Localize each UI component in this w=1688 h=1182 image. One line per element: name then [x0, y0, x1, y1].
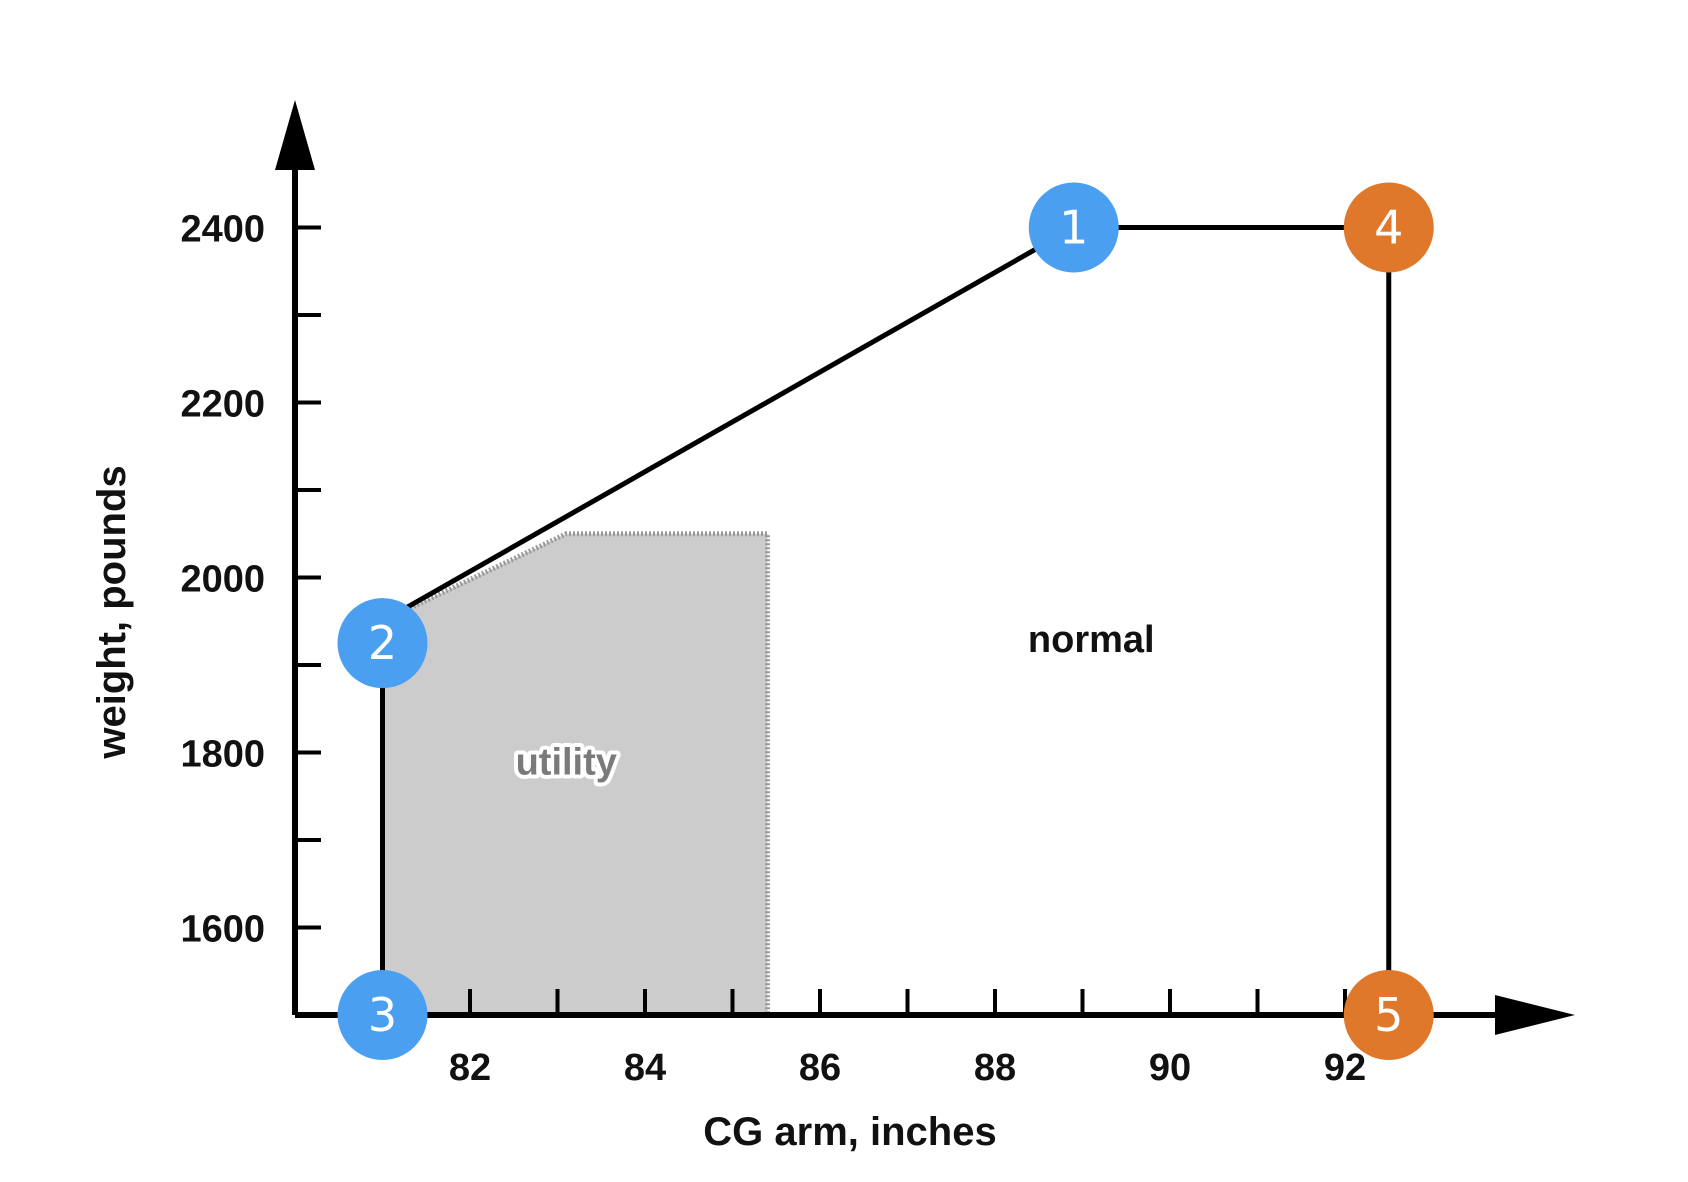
y-tick-label: 2200 [180, 384, 265, 426]
x-tick-label: 84 [624, 1047, 666, 1089]
x-axis-arrow-icon [1495, 995, 1575, 1035]
point-marker-1: 1 [1028, 182, 1119, 273]
x-tick-label: 90 [1149, 1047, 1191, 1089]
marker-circle [1028, 182, 1119, 273]
marker-number: 5 [1374, 988, 1403, 1042]
point-marker-4: 4 [1343, 182, 1434, 273]
y-axis-title: weight, pounds [90, 465, 134, 759]
marker-number: 3 [368, 988, 397, 1042]
region-label-utility: utility [516, 741, 617, 783]
regions-layer [380, 225, 1392, 1018]
markers-layer: 1 2 3 4 5 [337, 182, 1434, 1060]
marker-number: 1 [1059, 201, 1088, 255]
x-tick-label: 88 [974, 1047, 1016, 1089]
marker-circle [337, 598, 428, 689]
x-tick-label: 92 [1324, 1047, 1366, 1089]
marker-circle [1343, 970, 1434, 1060]
labels-layer: normal utility CG arm, inches weight, po… [90, 465, 1155, 1154]
marker-circle [1343, 182, 1434, 273]
point-marker-5: 5 [1343, 970, 1434, 1060]
x-tick-label: 82 [449, 1047, 491, 1089]
y-tick-label: 1800 [180, 734, 265, 776]
marker-number: 2 [368, 616, 397, 670]
point-marker-3: 3 [337, 970, 428, 1060]
region-label-normal: normal [1028, 619, 1155, 661]
point-marker-2: 2 [337, 598, 428, 689]
marker-circle [337, 970, 428, 1060]
y-tick-label: 1600 [180, 909, 265, 951]
x-axis-title: CG arm, inches [703, 1110, 996, 1154]
marker-number: 4 [1374, 201, 1403, 255]
y-tick-label: 2400 [180, 209, 265, 251]
y-axis-arrow-icon [275, 100, 315, 170]
x-tick-label: 86 [799, 1047, 841, 1089]
y-tick-label: 2000 [180, 559, 265, 601]
